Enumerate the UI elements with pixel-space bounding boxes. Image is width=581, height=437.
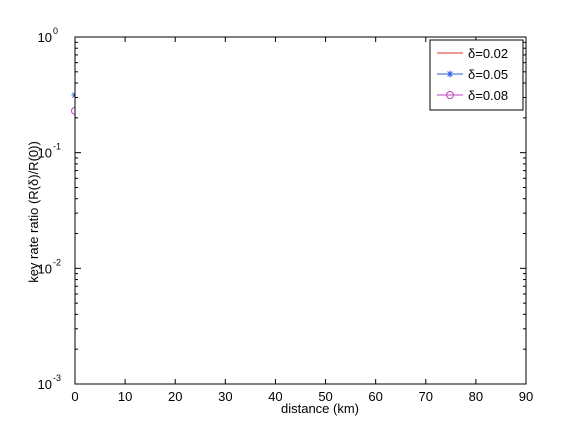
legend-marker [446,70,454,78]
x-tick-label: 40 [268,389,282,404]
y-tick-exponent: -1 [53,142,61,152]
legend-label: δ=0.05 [468,67,508,82]
y-tick-label: 10 [38,146,52,161]
x-tick-label: 20 [168,389,182,404]
y-tick-label: 10 [38,30,52,45]
legend-box [429,39,524,111]
y-tick-label: 10 [38,261,52,276]
x-axis-label: distance (km) [281,401,359,416]
x-tick-label: 70 [419,389,433,404]
legend-label: δ=0.08 [468,88,508,103]
x-tick-label: 30 [218,389,232,404]
x-tick-label: 90 [519,389,533,404]
x-tick-label: 80 [469,389,483,404]
y-axis-label: key rate ratio (R(δ)/R(0)) [26,141,41,283]
y-tick-exponent: -3 [53,373,61,383]
legend-label: δ=0.02 [468,46,508,61]
legend-marker [446,91,454,99]
x-tick-label: 60 [368,389,382,404]
y-tick-exponent: -2 [53,257,61,267]
legend: δ=0.02 δ=0.05 δ=0.08 [429,39,524,111]
x-tick-label: 10 [118,389,132,404]
y-tick-label: 10 [38,377,52,392]
x-tick-label: 50 [318,389,332,404]
y-tick-exponent: 0 [53,26,58,36]
x-tick-label: 0 [71,389,78,404]
